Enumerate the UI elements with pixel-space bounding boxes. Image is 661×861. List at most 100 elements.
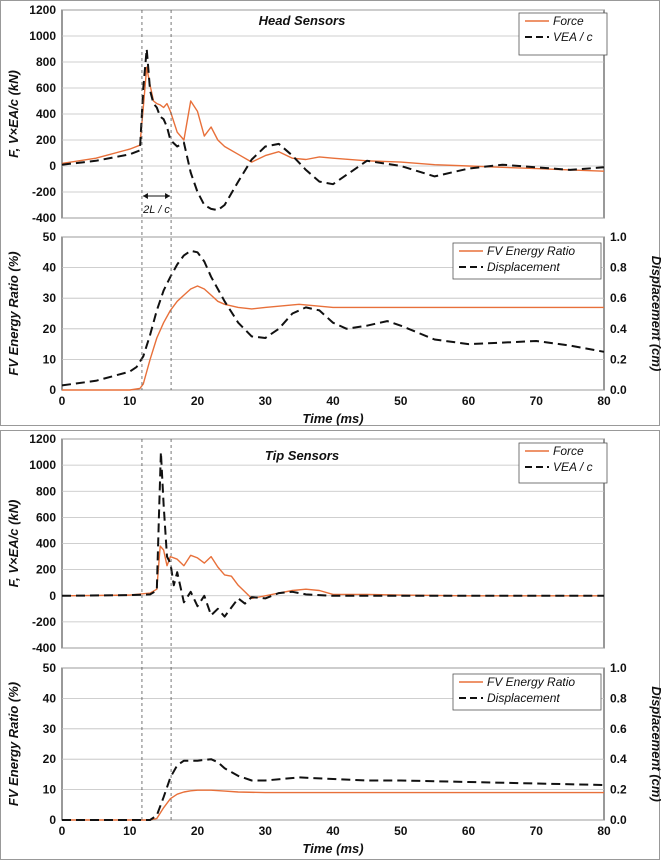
y-tick-label: 1200 — [29, 3, 56, 17]
y2-axis-label: Displacement (cm) — [649, 686, 661, 802]
y-tick-label: 1000 — [29, 458, 56, 472]
y-tick-label: 30 — [43, 291, 57, 305]
y-axis-label: F, V×EA/c (kN) — [6, 500, 21, 588]
y-tick-label: 20 — [43, 322, 57, 336]
x-tick-label: 70 — [530, 824, 544, 838]
legend-label: FV Energy Ratio — [487, 675, 575, 689]
figure-frame-top — [0, 0, 660, 426]
y-tick-label: -200 — [32, 185, 56, 199]
chart-panel-1: -400 -200 0 200 400 600 800 1000 1200 F, V×EA/c (… — [6, 3, 608, 225]
y-tick-label: -400 — [32, 641, 56, 655]
legend-box — [452, 673, 602, 711]
y2-tick-label: 0.2 — [610, 783, 627, 797]
y-tick-label: 400 — [36, 537, 56, 551]
y2-tick-label: 0.6 — [610, 722, 627, 736]
y2-tick-label: 0.8 — [610, 261, 627, 275]
y-tick-label: 800 — [36, 484, 56, 498]
x-tick-label: 80 — [597, 824, 611, 838]
x-tick-label: 50 — [394, 394, 408, 408]
legend: FV Energy Ratio Displacement — [452, 242, 602, 280]
annotation-arrowhead — [142, 193, 148, 199]
chart-panel-2: 0 10 20 30 40 50 0.0 0.2 0.4 0.6 0.8 1.0 0 10 20 30 40 50… — [6, 230, 661, 426]
legend-box — [518, 442, 608, 484]
legend-box — [518, 12, 608, 56]
x-tick-label: 30 — [259, 394, 273, 408]
y-tick-label: 0 — [49, 159, 56, 173]
x-tick-label: 40 — [326, 394, 340, 408]
y-tick-label: 600 — [36, 81, 56, 95]
legend: Force VEA / c — [518, 442, 608, 484]
x-tick-label: 20 — [191, 394, 205, 408]
y-tick-label: 40 — [43, 691, 57, 705]
y2-tick-label: 0.4 — [610, 322, 627, 336]
y2-tick-label: 0.0 — [610, 383, 627, 397]
y-tick-label: 10 — [43, 783, 57, 797]
y-tick-label: 0 — [49, 813, 56, 827]
x-axis-label: Time (ms) — [302, 841, 363, 856]
y-tick-label: 0 — [49, 383, 56, 397]
y-tick-label: 40 — [43, 261, 57, 275]
legend-label: Displacement — [487, 260, 560, 274]
x-tick-label: 10 — [123, 394, 137, 408]
y-tick-label: 800 — [36, 55, 56, 69]
legend-label: Force — [553, 14, 584, 28]
legend-label: Displacement — [487, 691, 560, 705]
x-tick-label: 50 — [394, 824, 408, 838]
chart-panel-3: -400 -200 0 200 400 600 800 1000 1200 F, V×EA/c (… — [6, 432, 608, 655]
y-tick-label: 1200 — [29, 432, 56, 446]
y-axis-label: FV Energy Ratio (%) — [6, 251, 21, 375]
y-axis-label: F, V×EA/c (kN) — [6, 70, 21, 158]
x-tick-label: 0 — [59, 824, 66, 838]
legend-label: FV Energy Ratio — [487, 244, 575, 258]
x-tick-label: 80 — [597, 394, 611, 408]
series-line-fv-energy-ratio — [62, 789, 604, 821]
chart-title: Head Sensors — [259, 13, 346, 28]
y-tick-label: 0 — [49, 589, 56, 603]
legend-label: VEA / c — [553, 30, 593, 44]
y-tick-label: -200 — [32, 615, 56, 629]
x-tick-label: 40 — [326, 824, 340, 838]
y-tick-label: 600 — [36, 510, 56, 524]
annotation-arrowhead — [165, 193, 171, 199]
y-tick-label: 30 — [43, 722, 57, 736]
x-tick-label: 20 — [191, 824, 205, 838]
y2-tick-label: 1.0 — [610, 661, 627, 675]
x-tick-label: 30 — [259, 824, 273, 838]
figure-frame-bottom — [0, 430, 660, 860]
annotation-label: 2L / c — [142, 204, 170, 216]
y-tick-label: 10 — [43, 352, 57, 366]
x-tick-label: 60 — [462, 824, 476, 838]
legend-label: Force — [553, 444, 584, 458]
y-tick-label: 20 — [43, 752, 57, 766]
y-tick-label: 1000 — [29, 29, 56, 43]
legend-label: VEA / c — [553, 460, 593, 474]
y2-axis-label: Displacement (cm) — [649, 256, 661, 372]
y-tick-label: 50 — [43, 661, 57, 675]
legend: FV Energy Ratio Displacement — [452, 673, 602, 711]
x-tick-label: 60 — [462, 394, 476, 408]
y-tick-label: -400 — [32, 211, 56, 225]
series-line-vea-c — [61, 48, 605, 212]
y2-tick-label: 0.6 — [610, 291, 627, 305]
y2-tick-label: 0.2 — [610, 352, 627, 366]
y-tick-label: 50 — [43, 230, 57, 244]
x-tick-label: 70 — [530, 394, 544, 408]
x-tick-label: 10 — [123, 824, 137, 838]
series-line-fv-energy-ratio — [62, 285, 604, 391]
y-tick-label: 200 — [36, 133, 56, 147]
x-axis-label: Time (ms) — [302, 411, 363, 426]
y2-tick-label: 0.8 — [610, 691, 627, 705]
legend-box — [452, 242, 602, 280]
x-tick-label: 0 — [59, 394, 66, 408]
series-line-vea-c — [61, 451, 604, 618]
chart-title: Tip Sensors — [265, 448, 339, 463]
series-line-force — [61, 545, 604, 600]
y2-tick-label: 0.4 — [610, 752, 627, 766]
legend: Force VEA / c — [518, 12, 608, 56]
y-tick-label: 200 — [36, 563, 56, 577]
y-axis-label: FV Energy Ratio (%) — [6, 682, 21, 806]
series-line-displacement — [62, 758, 605, 821]
y2-tick-label: 0.0 — [610, 813, 627, 827]
y-tick-label: 400 — [36, 107, 56, 121]
